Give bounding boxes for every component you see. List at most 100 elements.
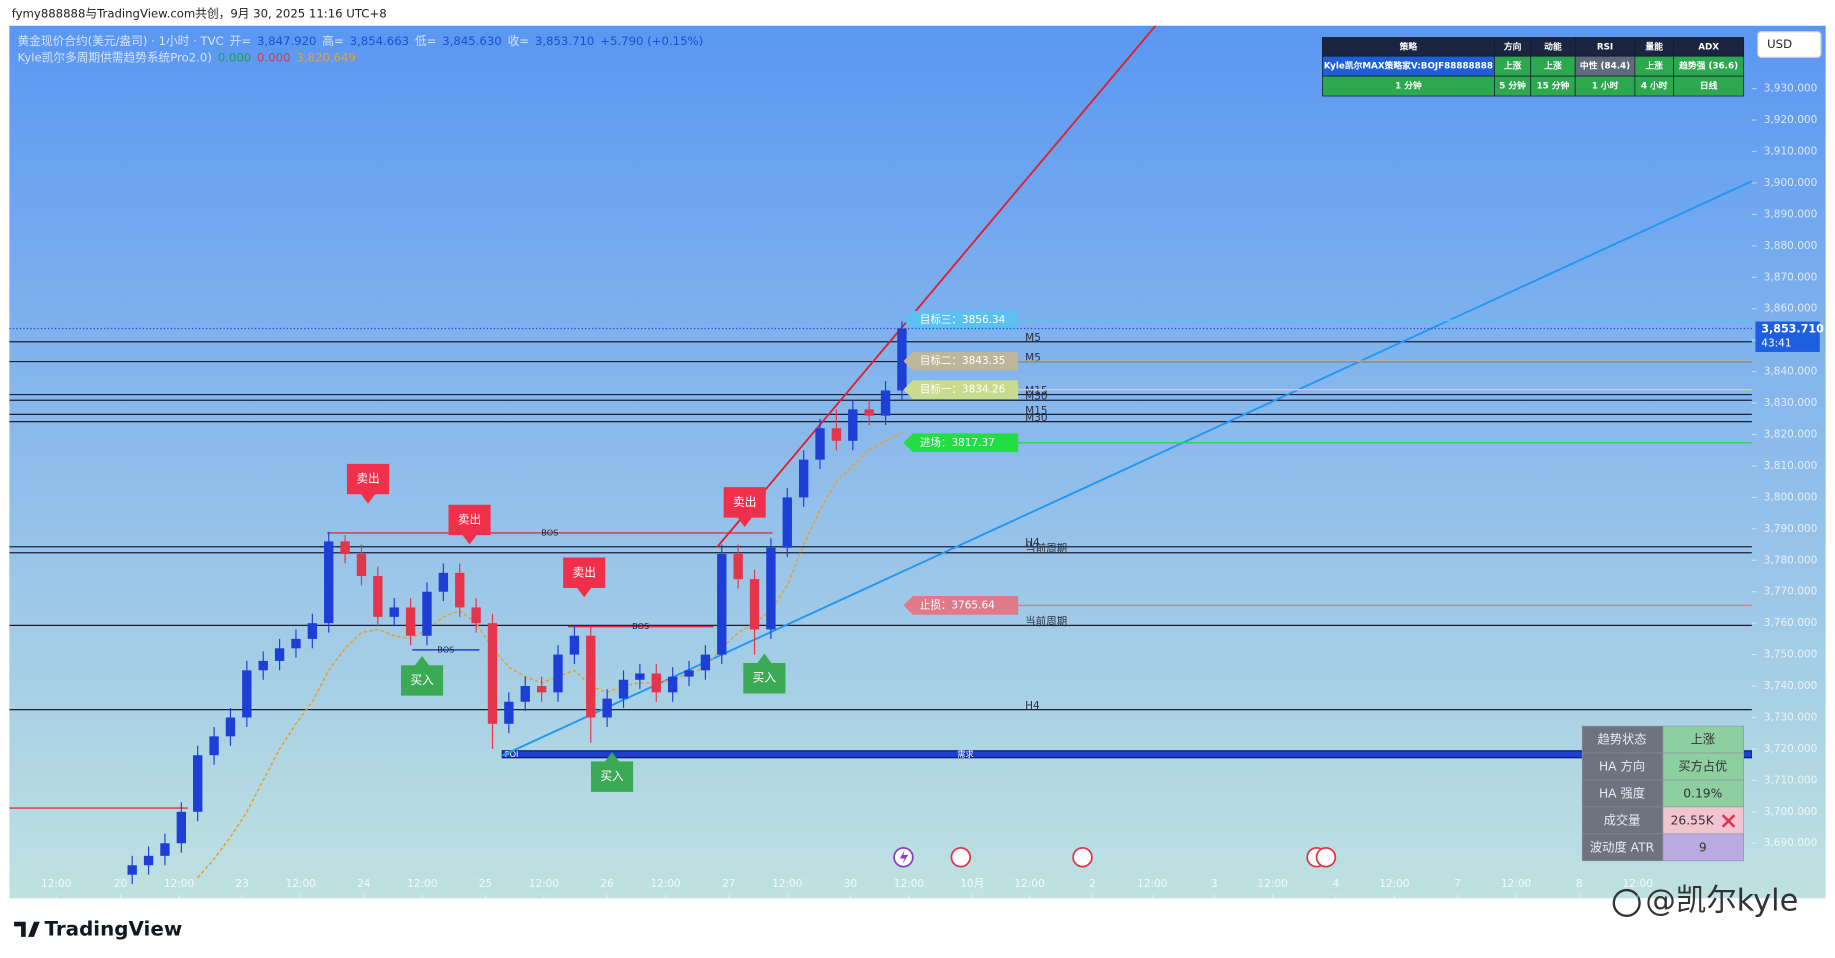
timeframe-label: M30 [1025,391,1047,403]
status-value-cell [1662,725,1745,754]
level-tag [903,433,1019,453]
y-tick-label: 3,860.000 [1764,303,1818,315]
signal-label: 买入 [410,673,434,687]
candle-body [405,607,416,636]
level-label: 目标二：3843.35 [920,355,1006,367]
timeframe-label: M30 [1025,412,1047,424]
signal-label: 买入 [753,671,777,685]
x-tick-label: 12:00 [1014,878,1044,890]
signal-label: 卖出 [356,472,379,486]
y-tick-label: 3,720.000 [1764,743,1818,755]
candle-body [471,607,481,624]
level-tag [903,380,1019,400]
status-key-cell [1581,806,1664,835]
y-tick-label: 3,730.000 [1764,711,1818,723]
x-tick-label: 7 [1454,878,1461,890]
y-tick-label: 3,920.000 [1764,114,1818,126]
legend-token: 3,847.920 [257,33,316,47]
signal-marker [723,487,766,527]
candle-body [897,328,907,391]
timeframe-label: 当前周期 [1025,615,1067,628]
countdown-label: 43:41 [1761,338,1791,350]
candle-body [815,428,825,460]
brand-logo: TradingView [14,917,182,940]
legend-line: Kyle凯尔多周期供需趋势系统Pro2.0) 0.000 0.000 3,820.64… [18,50,356,64]
candle-body [209,736,219,756]
moving-average [197,431,903,879]
table-cell-text: 15 分钟 [1537,80,1570,92]
event-icon[interactable] [1315,847,1337,868]
y-tick-label: 3,690.000 [1764,837,1818,849]
candle-body [880,390,891,416]
candle-body [143,855,154,866]
logo-mark [14,921,40,937]
legend-token: 3,845.630 [442,33,501,47]
table-cell-text: 5 分钟 [1499,80,1526,92]
candle-body [487,623,498,724]
candle-body [766,547,776,630]
candle-body [504,701,514,724]
y-tick-label: 3,760.000 [1764,617,1818,629]
candle-body [225,717,236,737]
candle-body [618,679,629,699]
candle-body [553,654,563,693]
status-value: 0.19% [1683,787,1722,801]
y-tick-label: 3,770.000 [1764,586,1818,598]
legend-token: 低= [415,33,436,47]
event-icon[interactable] [950,847,972,868]
attribution: fymy888888与TradingView.com共创，9月 30, 2025… [12,7,387,21]
level-tag [903,596,1019,615]
currency-button[interactable] [1757,31,1822,58]
status-value: 买方占优 [1678,759,1727,774]
table-cell-text: ADX [1698,42,1719,52]
legend-token: 黄金现价合约(美元/盎司) · 1小时 · TVC [18,33,224,47]
x-tick-label: 12:00 [1379,878,1409,890]
candle-body [520,686,530,702]
candle-body [569,635,580,655]
poi-zone [501,750,1752,759]
table-cell-text: 策略 [1400,40,1418,52]
status-key: 成交量 [1604,812,1641,827]
event-icons [893,847,1337,868]
currency-label[interactable]: USD [1767,37,1792,51]
timeframe-label: M15 [1025,405,1047,417]
table-cell [1673,75,1745,97]
legend-token: 0.000 [257,50,290,64]
candle-body [586,635,596,718]
event-icon[interactable] [1072,847,1093,868]
signal-label: 卖出 [733,495,756,509]
x-tick-label: 12:00 [894,878,924,890]
structure-label: BOS [437,644,454,654]
x-tick-label: 12:00 [41,878,71,890]
candle-body [160,843,170,856]
candle-body [700,654,711,671]
table-cell-text: 动能 [1544,40,1562,52]
status-key: 波动度 ATR [1590,839,1655,854]
x-tick-label: 12:00 [164,878,194,890]
status-key: HA 方向 [1599,759,1645,774]
candle-body [291,638,301,649]
x-tick-label: 27 [722,878,735,890]
level-tag [903,351,1019,371]
watermark-icon [1612,888,1641,918]
status-value-cell [1662,752,1745,781]
table-cell-text: 日线 [1700,80,1718,92]
candle-body [848,409,858,441]
x-tick-label: 25 [479,878,492,890]
signal-marker [590,752,634,792]
last-price-label: 3,853.710 [1761,323,1824,336]
candle-body [635,673,645,680]
candle-body [176,811,187,844]
table-cell-text: 趋势强 (36.6) [1679,60,1738,72]
x-tick-label: 12:00 [407,878,437,890]
candle-body [651,673,661,693]
status-value: 9 [1699,840,1707,854]
level-label: 进场：3817.37 [920,436,995,449]
table-cell-text: 方向 [1504,40,1522,52]
trendline [716,25,1157,548]
status-value: 上涨 [1690,732,1715,747]
status-key: 趋势状态 [1597,733,1646,747]
y-tick-label: 3,740.000 [1764,680,1818,692]
x-tick-label: 12:00 [529,878,559,890]
table-cell-text: 1 分钟 [1395,80,1422,92]
